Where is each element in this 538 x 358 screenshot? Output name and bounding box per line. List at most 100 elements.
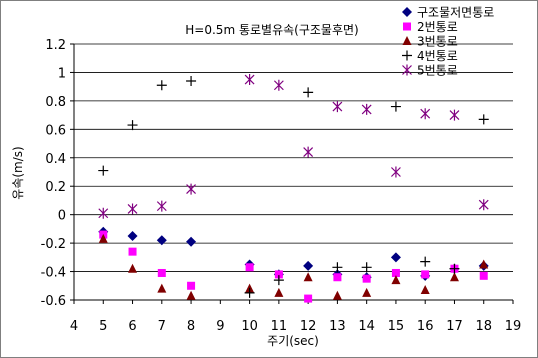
data-point-series-2: [479, 271, 488, 280]
data-point-series-4: [244, 287, 255, 298]
legend-entry-2: 2번통로: [417, 20, 458, 34]
data-point-series-5: [127, 203, 138, 215]
data-point-series-2: [187, 281, 196, 290]
data-point-series-1: [127, 231, 138, 241]
data-point-series-4: [186, 75, 197, 86]
data-point-series-1: [390, 252, 401, 263]
x-tick-label: 16: [417, 319, 434, 334]
data-point-series-5: [273, 79, 284, 91]
data-point-series-3: [303, 272, 313, 282]
grid-lines: [74, 43, 513, 272]
legend-marker-3: [402, 36, 412, 45]
legend-marker-5: [402, 64, 412, 76]
y-tick-label: -0.4: [41, 266, 66, 281]
legend-marker-1: [402, 7, 412, 17]
y-tick-label: -0.2: [41, 237, 66, 252]
x-axis-label: 주기(sec): [267, 334, 319, 348]
x-tick-label: 7: [158, 319, 166, 334]
data-point-series-4: [361, 262, 372, 273]
x-tick-label: 5: [99, 319, 107, 334]
data-point-series-1: [186, 236, 197, 247]
data-point-series-5: [156, 200, 167, 212]
data-point-series-3: [98, 233, 108, 243]
data-point-series-5: [478, 199, 489, 211]
chart-title: H=0.5m 통로별유속(구조물후면): [185, 23, 358, 37]
data-point-series-3: [479, 259, 489, 269]
data-point-series-2: [333, 273, 342, 282]
data-point-series-3: [391, 275, 401, 285]
x-tick-label: 13: [329, 319, 346, 334]
data-point-series-3: [332, 290, 342, 300]
x-tick-label: 9: [216, 319, 224, 334]
data-point-series-5: [98, 207, 109, 219]
data-point-series-3: [362, 287, 372, 297]
data-point-series-3: [128, 263, 138, 273]
data-point-series-2: [421, 270, 430, 279]
data-point-series-3: [274, 287, 284, 297]
y-tick-label: 0.2: [45, 180, 66, 195]
y-tick-label: -0.6: [41, 294, 66, 309]
data-point-series-4: [127, 120, 138, 131]
legend-entry-1: 구조물저면통로: [417, 6, 494, 20]
data-point-series-3: [186, 290, 196, 300]
legend-entry-3: 3번통로: [417, 35, 458, 49]
x-tick-label: 14: [358, 319, 375, 334]
data-points: [98, 74, 489, 303]
legend-entry-4: 4번통로: [417, 49, 458, 63]
data-point-series-2: [304, 294, 313, 303]
x-tick-label: 18: [475, 319, 492, 334]
data-point-series-4: [420, 256, 431, 267]
data-point-series-2: [391, 268, 400, 277]
data-point-series-4: [98, 165, 109, 176]
data-point-series-5: [449, 109, 460, 121]
data-point-series-4: [156, 80, 167, 91]
x-tick-label: 6: [128, 319, 136, 334]
legend-entry-5: 5번통로: [417, 64, 458, 78]
data-point-series-5: [303, 146, 314, 158]
x-tick-label: 12: [300, 319, 317, 334]
data-point-series-4: [478, 114, 489, 125]
y-tick-label: 1: [58, 66, 66, 81]
data-point-series-2: [274, 270, 283, 279]
data-point-series-5: [332, 101, 343, 113]
x-tick-label: 8: [187, 319, 195, 334]
data-point-series-5: [420, 108, 431, 120]
data-point-series-5: [391, 166, 401, 178]
y-tick-label: 0: [58, 209, 66, 224]
x-tick-label: 4: [70, 319, 78, 334]
axes: [70, 43, 514, 304]
x-tick-label: 11: [271, 319, 288, 334]
tick-labels: -0.6 -0.4 -0.2 0 0.2 0.4 0.6 0.8 1 1.2 4 5 6 7 8 9 10 11 1…: [41, 38, 522, 334]
data-point-series-5: [361, 103, 372, 115]
data-point-series-4: [449, 263, 460, 274]
data-point-series-4: [273, 275, 284, 286]
data-point-series-5: [244, 74, 255, 86]
y-tick-label: 0.8: [45, 95, 66, 110]
legend-marker-4: [402, 50, 412, 61]
y-tick-label: 0.4: [45, 152, 66, 167]
data-point-series-4: [303, 87, 314, 98]
x-tick-label: 19: [505, 319, 522, 334]
legend-marker-2: [403, 22, 411, 31]
data-point-series-1: [303, 260, 314, 271]
data-point-series-4: [390, 101, 401, 112]
y-tick-label: 1.2: [45, 38, 66, 53]
data-point-series-2: [362, 274, 371, 283]
data-point-series-5: [186, 183, 196, 195]
data-point-series-2: [128, 247, 137, 256]
data-point-series-2: [245, 263, 254, 272]
y-axis-label: 유속(m/s): [11, 146, 25, 199]
data-point-series-2: [157, 268, 166, 277]
x-tick-label: 15: [388, 319, 405, 334]
x-tick-label: 17: [446, 319, 463, 334]
x-tick-label: 10: [241, 319, 258, 334]
data-point-series-1: [156, 235, 167, 246]
data-point-series-4: [332, 262, 343, 273]
data-point-series-3: [449, 272, 459, 282]
data-point-series-3: [157, 283, 167, 293]
data-point-series-3: [420, 285, 430, 295]
y-tick-label: 0.6: [45, 123, 66, 138]
